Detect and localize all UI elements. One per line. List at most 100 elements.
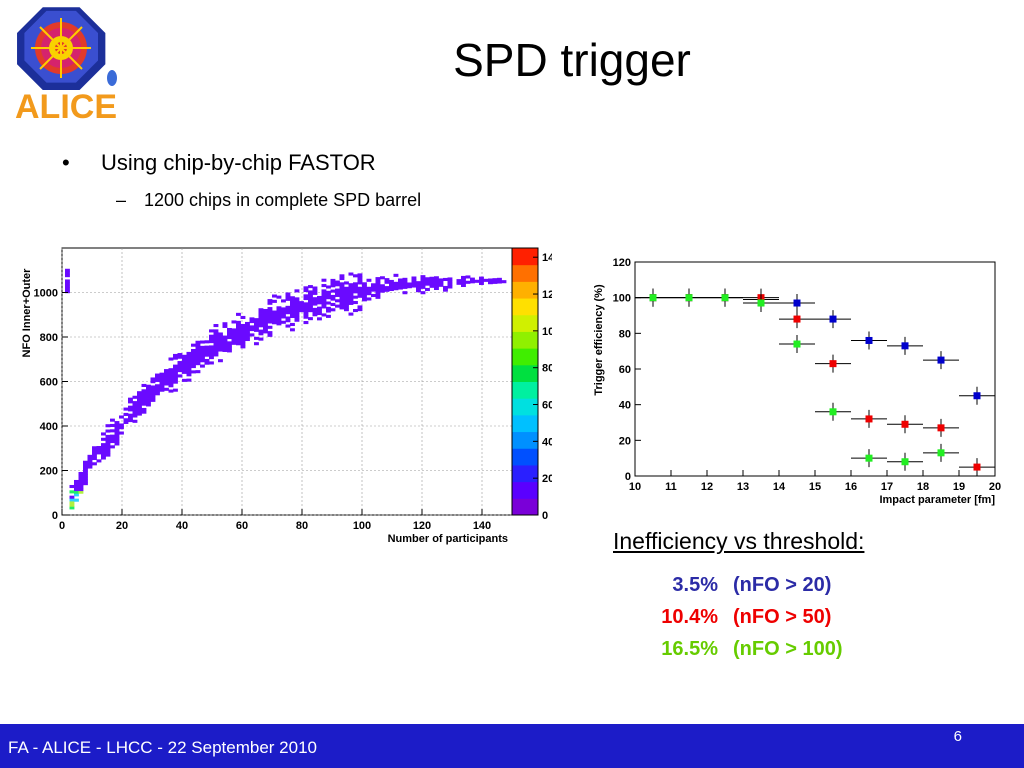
heatmap-cell bbox=[186, 367, 192, 371]
heatmap-cell bbox=[249, 317, 255, 321]
heatmap-cell bbox=[267, 331, 273, 335]
heatmap-cell bbox=[218, 359, 223, 363]
heatmap-cell bbox=[150, 385, 156, 389]
heatmap-cell bbox=[164, 379, 169, 383]
efficiency-x-tick-label: 18 bbox=[917, 481, 929, 493]
heatmap-cell bbox=[137, 393, 142, 397]
heatmap-cell bbox=[119, 423, 124, 427]
heatmap-cell bbox=[141, 397, 147, 401]
efficiency-chart: 10 11 12 13 14 15 16 17 18 19 20 0 20 40 60 80 100 120 Im… bbox=[593, 257, 1001, 506]
efficiency-x-tick-label: 11 bbox=[665, 481, 677, 493]
heatmap-cell bbox=[263, 314, 268, 318]
heatmap-cell bbox=[236, 328, 241, 332]
heatmap-cell bbox=[105, 448, 111, 452]
heatmap-cell bbox=[308, 306, 313, 310]
heatmap-cell bbox=[227, 344, 232, 348]
heatmap-cell bbox=[83, 482, 88, 486]
heatmap-cell bbox=[105, 450, 111, 454]
heatmap-cell bbox=[191, 354, 196, 358]
efficiency-point bbox=[685, 294, 693, 302]
heatmap-cell bbox=[96, 451, 102, 455]
heatmap-cell bbox=[335, 280, 340, 284]
heatmap-cell bbox=[353, 308, 358, 313]
heatmap-cell bbox=[168, 378, 174, 382]
efficiency-point bbox=[865, 415, 873, 423]
heatmap-cell bbox=[128, 400, 133, 404]
heatmap-cell bbox=[267, 325, 273, 329]
heatmap-cell bbox=[173, 375, 178, 379]
heatmap-cell bbox=[164, 374, 169, 378]
heatmap-cell bbox=[132, 409, 138, 413]
heatmap-cell bbox=[231, 331, 237, 335]
heatmap-cell bbox=[155, 373, 160, 377]
slide-title: SPD trigger bbox=[453, 34, 691, 86]
heatmap-cell bbox=[240, 337, 246, 341]
heatmap-cell bbox=[236, 336, 241, 340]
heatmap-cell bbox=[371, 285, 376, 290]
heatmap-cell bbox=[155, 376, 160, 380]
heatmap-cell bbox=[330, 284, 336, 288]
heatmap-cell bbox=[222, 324, 228, 328]
heatmap-cell bbox=[132, 395, 138, 399]
heatmap-cell bbox=[173, 372, 178, 376]
heatmap-cell bbox=[254, 326, 259, 330]
heatmap-cell bbox=[263, 325, 268, 329]
heatmap-cell bbox=[267, 315, 273, 319]
heatmap-cell bbox=[321, 305, 327, 309]
heatmap-cell bbox=[245, 332, 250, 336]
heatmap-cell bbox=[78, 487, 84, 492]
efficiency-x-tick-label: 13 bbox=[737, 481, 749, 493]
heatmap-cell bbox=[398, 281, 403, 285]
heatmap-cell bbox=[335, 299, 340, 303]
heatmap-cell bbox=[200, 345, 205, 349]
heatmap-cell bbox=[470, 280, 475, 284]
heatmap-cell bbox=[308, 303, 313, 307]
heatmap-cell bbox=[312, 310, 318, 314]
heatmap-cell bbox=[344, 281, 349, 285]
heatmap-cell bbox=[245, 324, 250, 328]
heatmap-cell bbox=[285, 316, 291, 320]
heatmap-cell bbox=[191, 351, 196, 355]
heatmap-cell bbox=[249, 320, 255, 324]
heatmap-cell bbox=[330, 297, 336, 301]
heatmap-cell bbox=[204, 361, 210, 365]
heatmap-cell bbox=[132, 406, 138, 410]
heatmap-cell bbox=[200, 353, 205, 357]
heatmap-cell bbox=[159, 372, 165, 376]
heatmap-cell bbox=[110, 429, 115, 433]
logo-text: ALICE bbox=[15, 88, 117, 122]
heatmap-cell bbox=[155, 392, 160, 396]
heatmap-cell bbox=[195, 359, 201, 363]
heatmap-cell bbox=[276, 322, 282, 326]
heatmap-cell bbox=[83, 479, 88, 483]
heatmap-cell bbox=[290, 296, 295, 300]
heatmap-cell bbox=[348, 299, 354, 303]
heatmap-cell bbox=[177, 366, 183, 370]
colorbar-segment bbox=[512, 364, 538, 382]
heatmap-cell bbox=[240, 326, 246, 330]
heatmap-cell bbox=[137, 412, 142, 416]
heatmap-cell bbox=[222, 340, 228, 344]
heatmap-cell bbox=[236, 342, 241, 346]
heatmap-cell bbox=[362, 290, 367, 294]
heatmap-cell bbox=[240, 339, 246, 344]
heatmap-cell bbox=[96, 448, 102, 452]
heatmap-cell bbox=[398, 283, 403, 287]
heatmap-y-tick-label: 0 bbox=[52, 510, 58, 522]
heatmap-cell bbox=[483, 278, 489, 282]
heatmap-cell bbox=[308, 285, 313, 289]
heatmap-cell bbox=[74, 485, 79, 489]
heatmap-cell bbox=[65, 284, 70, 288]
heatmap-cell bbox=[429, 279, 435, 283]
heatmap-cell bbox=[321, 289, 327, 293]
heatmap-cell bbox=[182, 370, 187, 374]
heatmap-cell bbox=[384, 280, 390, 284]
heatmap-cell bbox=[348, 312, 354, 316]
heatmap-cell bbox=[326, 309, 331, 313]
heatmap-cell bbox=[330, 302, 336, 306]
heatmap-cell bbox=[96, 459, 102, 463]
heatmap-cell bbox=[141, 399, 147, 404]
efficiency-x-tick-label: 17 bbox=[881, 481, 893, 493]
heatmap-cell bbox=[101, 443, 106, 447]
heatmap-cell bbox=[326, 285, 331, 289]
